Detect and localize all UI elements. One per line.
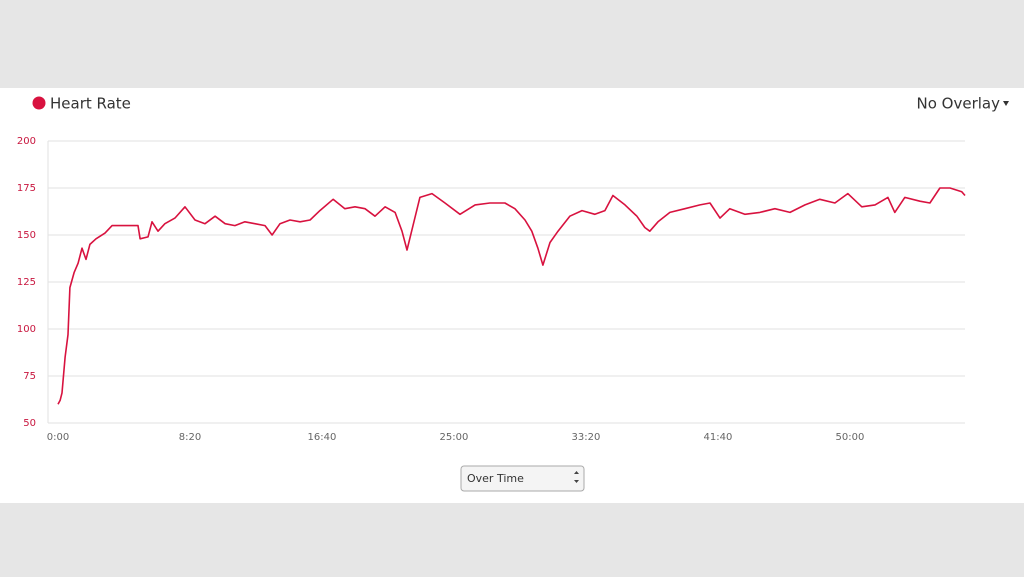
overlay-menu[interactable]: No Overlay — [917, 95, 1001, 113]
x-tick-label: 0:00 — [47, 432, 69, 443]
x-tick-label: 16:40 — [308, 432, 337, 443]
view-select-label: Over Time — [467, 472, 524, 485]
panel — [0, 88, 1024, 503]
y-tick-label: 100 — [17, 324, 36, 335]
legend-label: Heart Rate — [50, 95, 131, 113]
x-tick-label: 25:00 — [440, 432, 469, 443]
dropdown-arrow — [1003, 101, 1009, 106]
y-tick-label: 125 — [17, 277, 36, 288]
y-tick-label: 175 — [17, 183, 36, 194]
select-arrows — [574, 471, 579, 483]
view-select[interactable] — [460, 465, 585, 492]
x-tick-label: 33:20 — [572, 432, 601, 443]
y-tick-label: 75 — [23, 371, 36, 382]
line-series — [57, 187, 966, 405]
y-tick-label: 50 — [23, 418, 36, 429]
x-tick-label: 41:40 — [704, 432, 733, 443]
y-tick-label: 150 — [17, 230, 36, 241]
legend-dot — [32, 96, 46, 110]
y-tick-label: 200 — [17, 136, 36, 147]
x-tick-label: 50:00 — [835, 432, 864, 443]
x-tick-label: 8:20 — [179, 432, 201, 443]
